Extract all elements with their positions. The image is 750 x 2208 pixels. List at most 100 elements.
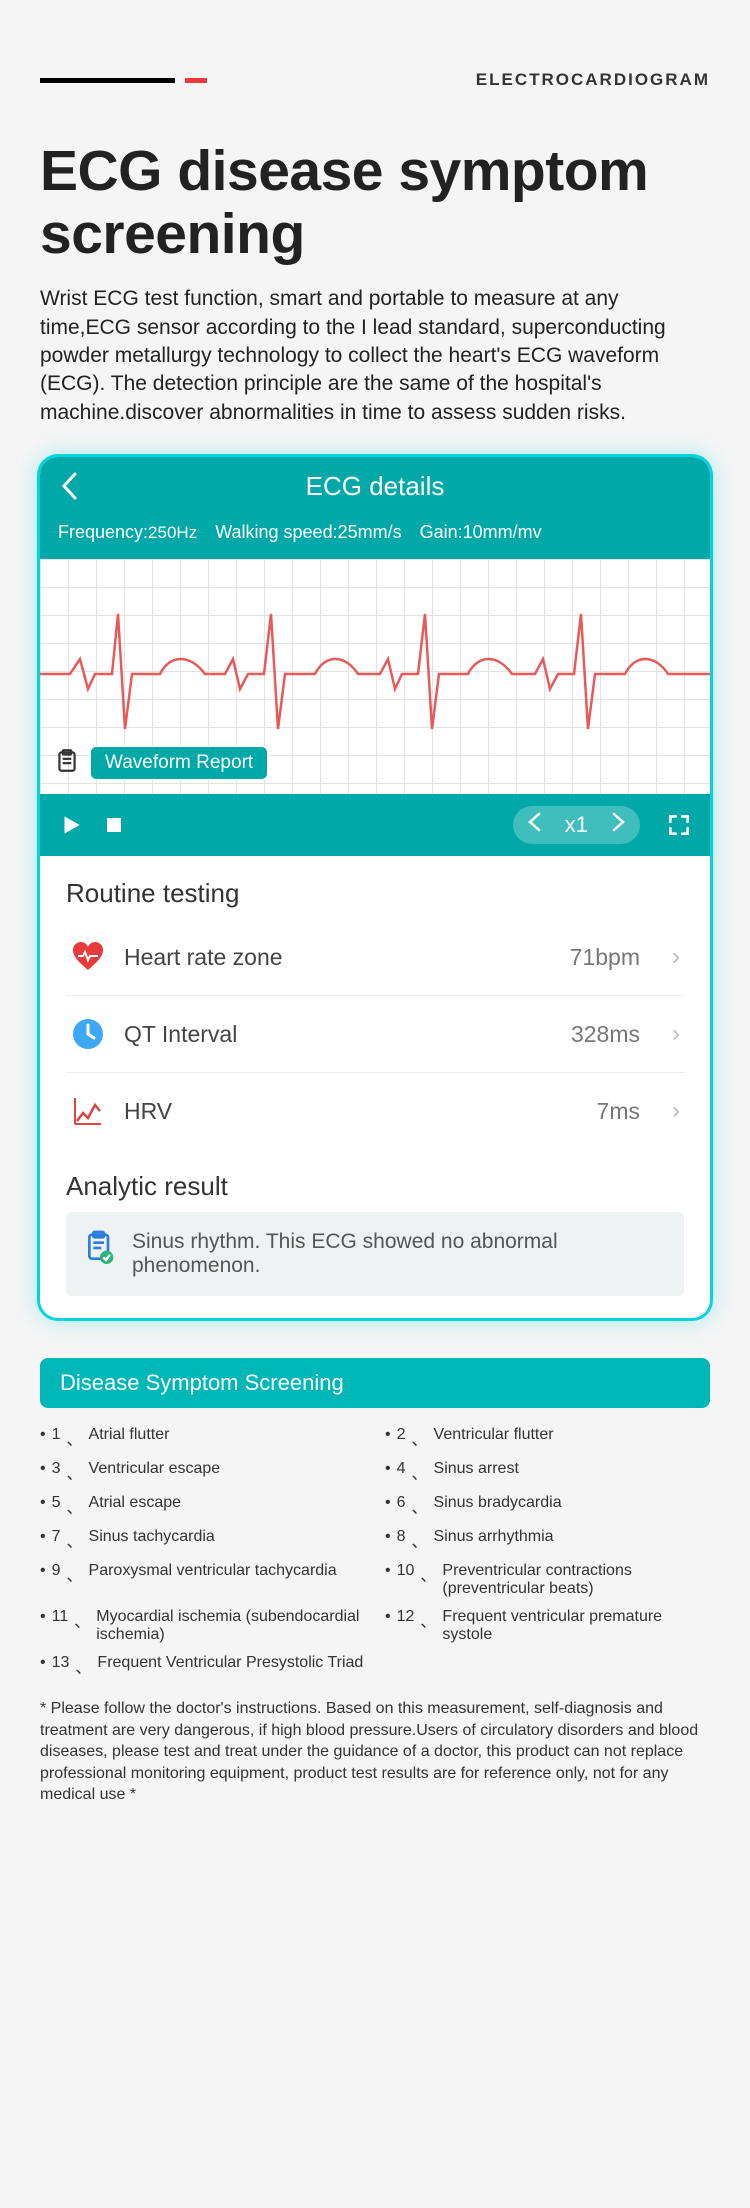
routine-testing-title: Routine testing (66, 878, 684, 909)
meta-gain: Gain:10mm/mv (420, 522, 542, 543)
separator: 、 (420, 1608, 436, 1632)
speed-decrease-icon[interactable] (527, 811, 541, 839)
screening-item-number: 13 (52, 1654, 70, 1672)
qt-icon (70, 1016, 106, 1052)
screening-list: • 1 、Atrial flutter• 2 、Ventricular flut… (40, 1426, 710, 1678)
separator: 、 (67, 1426, 83, 1450)
chevron-right-icon: › (672, 1020, 680, 1048)
metric-row-qt[interactable]: QT Interval 328ms › (66, 996, 684, 1073)
screening-item: • 12 、Frequent ventricular premature sys… (385, 1608, 710, 1644)
bullet-icon: • (40, 1562, 46, 1580)
phone-meta-bar: Frequency: 250Hz Walking speed:25mm/s Ga… (40, 512, 710, 559)
accent-black-segment (40, 78, 175, 83)
bullet-icon: • (385, 1528, 391, 1546)
separator: 、 (412, 1494, 428, 1518)
screening-item: • 8 、 Sinus arrhythmia (385, 1528, 710, 1552)
separator: 、 (67, 1562, 83, 1586)
player-bar: x1 (40, 794, 710, 856)
analytic-result-box: Sinus rhythm. This ECG showed no abnorma… (66, 1212, 684, 1296)
accent-line (40, 78, 207, 83)
bullet-icon: • (40, 1494, 46, 1512)
play-icon[interactable] (58, 812, 84, 838)
screening-item-number: 5 (52, 1494, 61, 1512)
screening-item: • 3 、 Ventricular escape (40, 1460, 365, 1484)
screening-item-text: Frequent ventricular premature systole (442, 1608, 710, 1644)
screening-item-number: 6 (397, 1494, 406, 1512)
metric-row-hrv[interactable]: HRV7ms› (66, 1073, 684, 1149)
screening-item: • 2 、Ventricular flutter (385, 1426, 710, 1450)
screening-item: • 11 、Myocardial ischemia (subendocardia… (40, 1608, 365, 1644)
screening-item-number: 9 (52, 1562, 61, 1580)
screening-item: • 9 、 Paroxysmal ventricular tachycardia (40, 1562, 365, 1598)
bullet-icon: • (40, 1608, 46, 1626)
metric-label: QT Interval (124, 1021, 237, 1048)
screening-item-text: Atrial flutter (89, 1426, 170, 1444)
screening-item-text: Paroxysmal ventricular tachycardia (89, 1562, 337, 1580)
routine-testing-section: Routine testing Heart rate zone71bpm›QT … (40, 856, 710, 1171)
metric-row-heart[interactable]: Heart rate zone71bpm› (66, 919, 684, 996)
speed-increase-icon[interactable] (612, 811, 626, 839)
screening-item: • 5 、 Atrial escape (40, 1494, 365, 1518)
waveform-report-row: Waveform Report (54, 746, 268, 780)
separator: 、 (74, 1608, 90, 1632)
page-headline: ECG disease symptom screening (0, 140, 750, 265)
separator: 、 (67, 1460, 83, 1484)
phone-title: ECG details (306, 471, 445, 501)
bullet-icon: • (40, 1460, 46, 1478)
screening-item-text: Ventricular escape (89, 1460, 221, 1478)
speed-value: x1 (565, 812, 588, 838)
separator: 、 (67, 1528, 83, 1552)
bullet-icon: • (385, 1460, 391, 1478)
separator: 、 (412, 1528, 428, 1552)
back-icon[interactable] (60, 471, 78, 509)
analytic-result-text: Sinus rhythm. This ECG showed no abnorma… (132, 1230, 666, 1278)
separator: 、 (412, 1426, 428, 1450)
screening-item: • 4 、Sinus arrest (385, 1460, 710, 1484)
phone-header: ECG details (40, 457, 710, 512)
heart-icon (70, 939, 106, 975)
metric-value: 71bpm (570, 944, 640, 971)
screening-item-number: 3 (52, 1460, 61, 1478)
screening-item-number: 7 (52, 1528, 61, 1546)
metric-value: 7ms (597, 1098, 640, 1125)
screening-item-number: 8 (397, 1528, 406, 1546)
disclaimer-text: * Please follow the doctor's instruction… (40, 1698, 710, 1806)
chevron-right-icon: › (672, 1097, 680, 1125)
bullet-icon: • (385, 1426, 391, 1444)
screening-item-text: Atrial escape (89, 1494, 182, 1512)
intro-paragraph: Wrist ECG test function, smart and porta… (0, 285, 750, 427)
screening-item-text: Myocardial ischemia (subendocardial isch… (96, 1608, 365, 1644)
fullscreen-icon[interactable] (666, 812, 692, 838)
stop-icon[interactable] (102, 813, 126, 837)
clipboard-check-icon (84, 1230, 116, 1272)
ecg-path (40, 614, 710, 729)
clipboard-icon (54, 748, 80, 779)
metric-value: 328ms (571, 1021, 640, 1048)
screening-item-number: 4 (397, 1460, 406, 1478)
meta-walking-speed: Walking speed:25mm/s (215, 522, 401, 543)
ecg-waveform-area: Waveform Report (40, 559, 710, 794)
screening-item: • 1 、 Atrial flutter (40, 1426, 365, 1450)
speed-pill: x1 (513, 806, 640, 844)
screening-item: • 13 、Frequent Ventricular Presystolic T… (40, 1654, 365, 1678)
waveform-report-button[interactable]: Waveform Report (90, 746, 268, 780)
analytic-result-section: Analytic result Sinus rhythm. This ECG s… (40, 1171, 710, 1318)
separator: 、 (67, 1494, 83, 1518)
bullet-icon: • (385, 1562, 391, 1580)
screening-item-text: Frequent Ventricular Presystolic Triad (97, 1654, 363, 1672)
screening-item-text: Sinus arrhythmia (434, 1528, 554, 1546)
screening-item-number: 10 (397, 1562, 415, 1580)
bullet-icon: • (385, 1608, 391, 1626)
eyebrow-label: ELECTROCARDIOGRAM (476, 70, 710, 90)
screening-item-number: 1 (52, 1426, 61, 1444)
screening-item: • 6 、Sinus bradycardia (385, 1494, 710, 1518)
phone-card: ECG details Frequency: 250Hz Walking spe… (40, 457, 710, 1318)
screening-item-text: Ventricular flutter (434, 1426, 554, 1444)
screening-item: • 7 、Sinus tachycardia (40, 1528, 365, 1552)
bullet-icon: • (40, 1426, 46, 1444)
screening-header: Disease Symptom Screening (40, 1358, 710, 1408)
screening-item-text: Sinus tachycardia (89, 1528, 215, 1546)
page-root: ELECTROCARDIOGRAM ECG disease symptom sc… (0, 0, 750, 1846)
screening-item-text: Preventricular contractions (preventricu… (442, 1562, 710, 1598)
separator: 、 (412, 1460, 428, 1484)
